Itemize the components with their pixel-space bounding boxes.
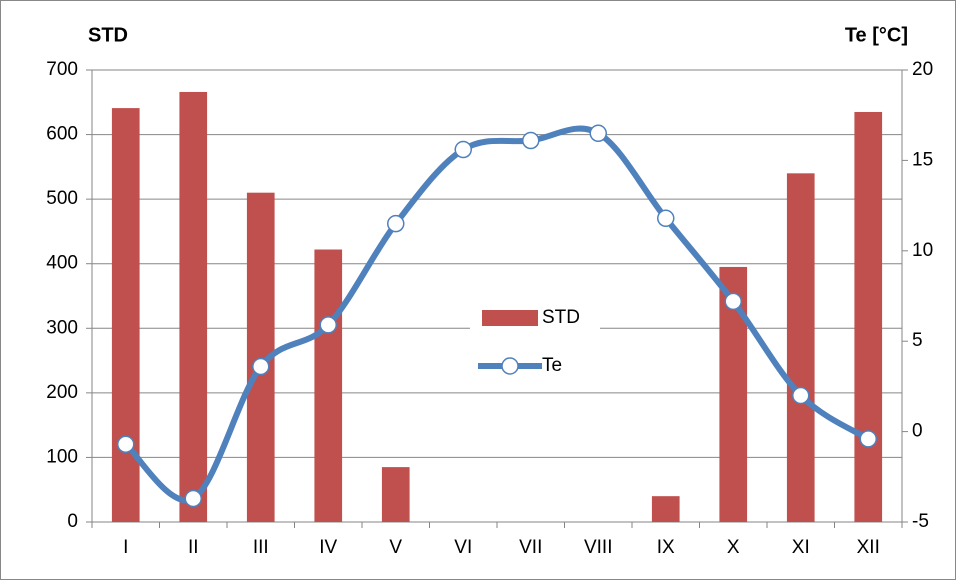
y2-tick-label: -5 [912,511,929,532]
line-marker [319,316,337,334]
x-tick-label: V [389,537,402,558]
line-marker [589,124,607,143]
bar [651,496,680,522]
x-tick-label: XI [792,537,810,558]
y2-tick-label: 20 [912,59,933,80]
legend-swatch-marker [501,357,519,375]
y-tick-label: 700 [46,59,78,80]
legend-label: Te [542,355,562,376]
x-tick-label: I [123,537,128,558]
bar [314,249,343,522]
line-marker [657,209,675,228]
x-tick-label: VIII [584,537,613,558]
x-tick-label: VI [454,537,472,558]
line-marker [724,292,742,311]
y-tick-label: 600 [46,124,78,145]
line-marker [184,489,202,508]
x-tick-label: II [188,537,199,558]
x-tick-label: IV [319,537,337,558]
line-marker [454,140,472,159]
line-marker [792,386,810,405]
y-tick-label: 0 [67,511,78,532]
y-tick-label: 300 [46,317,78,338]
y-axis-title: STD [88,24,128,46]
line-marker [387,214,405,233]
y-tick-label: 200 [46,382,78,403]
bar [179,91,208,522]
y-tick-label: 100 [46,446,78,467]
line-marker [522,131,540,150]
x-tick-label: VII [519,537,542,558]
bar [854,111,883,522]
legend-label: STD [542,307,580,328]
bar [381,467,410,522]
y2-tick-label: 5 [912,330,923,351]
x-tick-label: IX [657,537,675,558]
y-tick-label: 500 [46,188,78,209]
x-tick-label: XII [857,537,880,558]
bar [786,173,815,523]
y2-axis-title: Te [°C] [845,24,908,46]
x-tick-label: X [727,537,740,558]
x-tick-label: III [253,537,269,558]
legend-swatch [482,310,538,326]
line-marker [252,357,270,376]
line-marker [859,430,877,448]
y2-tick-label: 0 [912,421,923,442]
y2-tick-label: 15 [912,149,933,170]
y-tick-label: 400 [46,253,78,274]
line-marker [117,435,135,454]
y2-tick-label: 10 [912,240,933,261]
